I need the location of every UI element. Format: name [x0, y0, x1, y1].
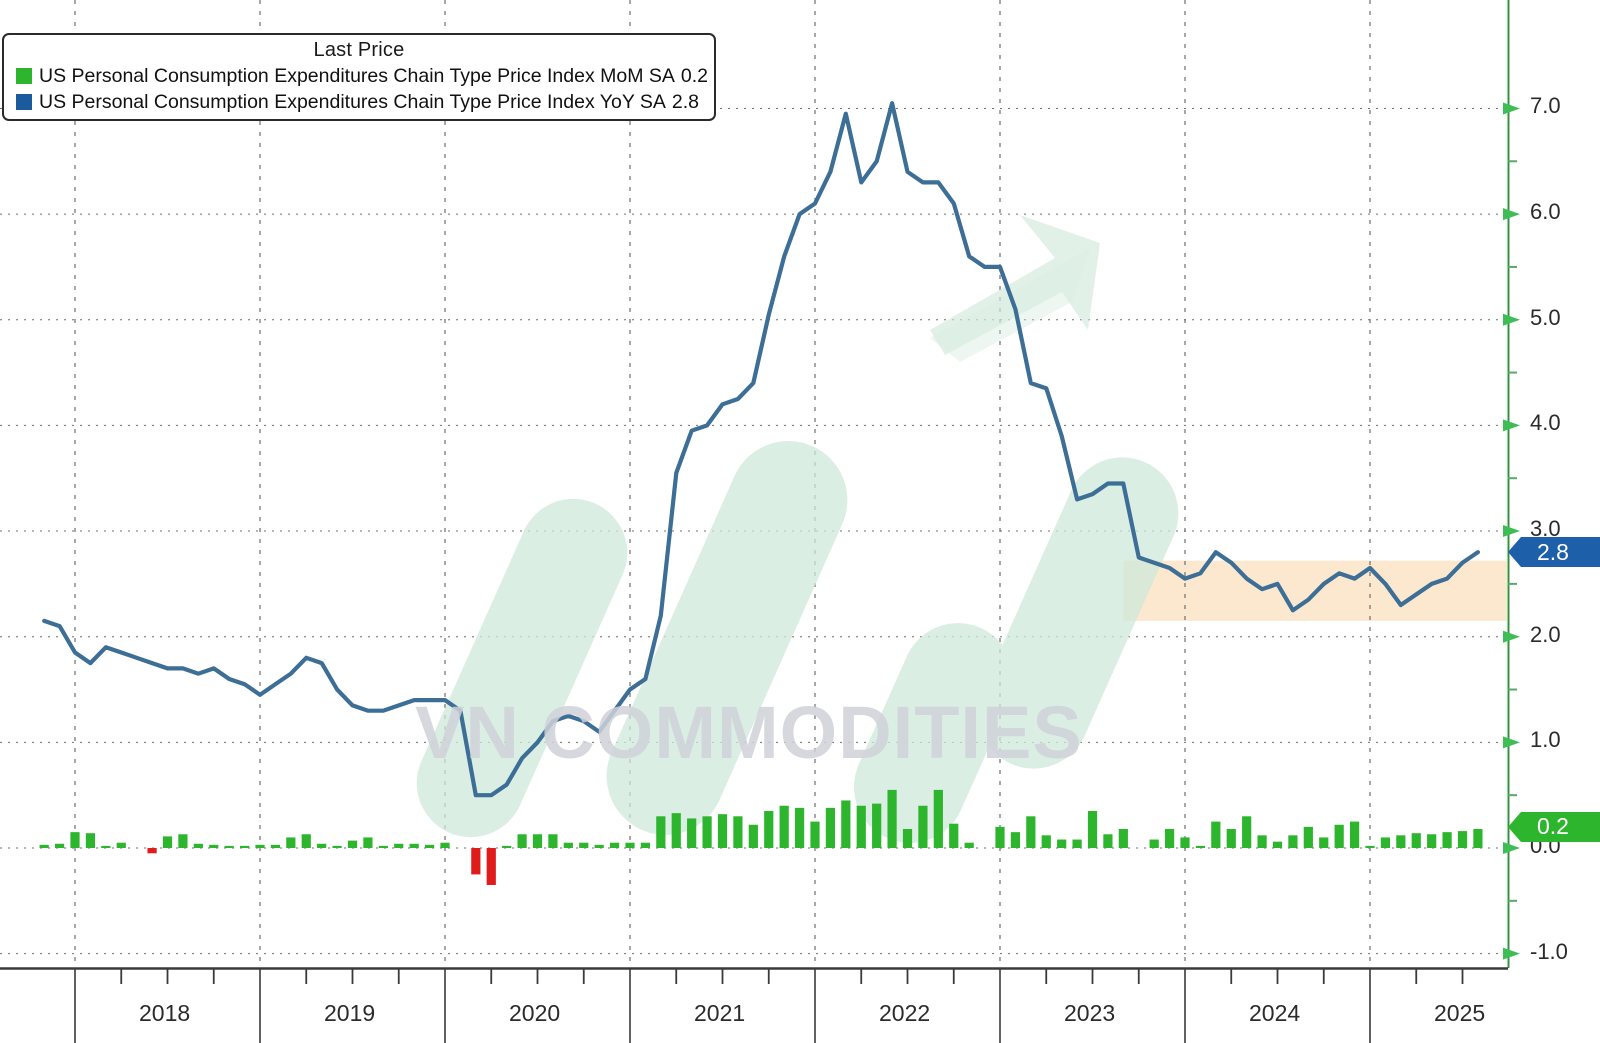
legend-title: Last Price — [313, 39, 405, 61]
legend-row-mom: US Personal Consumption Expenditures Cha… — [4, 64, 714, 88]
y-axis-tick-label: 3.0 — [1530, 516, 1561, 542]
legend: Last Price US Personal Consumption Expen… — [2, 33, 716, 121]
y-axis-tick-label: 5.0 — [1530, 304, 1561, 330]
x-axis-tick-label: 2023 — [1064, 1000, 1116, 1026]
legend-swatch-mom — [16, 68, 32, 84]
chart-background-layer — [0, 0, 1508, 968]
x-axis-tick-label: 2021 — [694, 1000, 746, 1026]
watermark-text: VN COMMODITIES — [415, 691, 1083, 774]
y-axis-tick-label: -1.0 — [1530, 938, 1568, 964]
yoy-value-badge: 2.8 — [1508, 537, 1600, 568]
y-axis-tick-label: 1.0 — [1530, 727, 1561, 753]
mom-badge-value: 0.2 — [1537, 813, 1569, 840]
y-axis-tick-label: 7.0 — [1530, 93, 1561, 119]
y-axis-tick-label: 6.0 — [1530, 199, 1561, 225]
plot-area: VN COMMODITIES — [0, 0, 1508, 968]
chart-data-layer — [39, 101, 1483, 885]
legend-label-yoy: US Personal Consumption Expenditures Cha… — [39, 90, 666, 113]
x-axis-tick-label: 2022 — [879, 1000, 931, 1026]
yoy-badge-value: 2.8 — [1537, 538, 1569, 565]
x-axis-tick-label: 2024 — [1249, 1000, 1301, 1026]
x-axis-tick-label: 2019 — [324, 1000, 376, 1026]
y-axis-tick-label: 4.0 — [1530, 410, 1561, 436]
y-axis-tick-label: 2.0 — [1530, 621, 1561, 647]
watermark-logo — [416, 215, 1179, 843]
mom-value-badge: 0.2 — [1508, 811, 1600, 842]
legend-row-yoy: US Personal Consumption Expenditures Cha… — [4, 90, 714, 114]
legend-value-yoy: 2.8 — [671, 90, 700, 113]
x-axis-tick-label: 2025 — [1434, 1000, 1486, 1026]
legend-value-mom: 0.2 — [680, 64, 708, 87]
x-axis-tick-label: 2018 — [139, 1000, 191, 1026]
legend-label-mom: US Personal Consumption Expenditures Cha… — [39, 64, 675, 87]
x-axis-tick-label: 2020 — [509, 1000, 561, 1026]
legend-swatch-yoy — [16, 94, 32, 110]
